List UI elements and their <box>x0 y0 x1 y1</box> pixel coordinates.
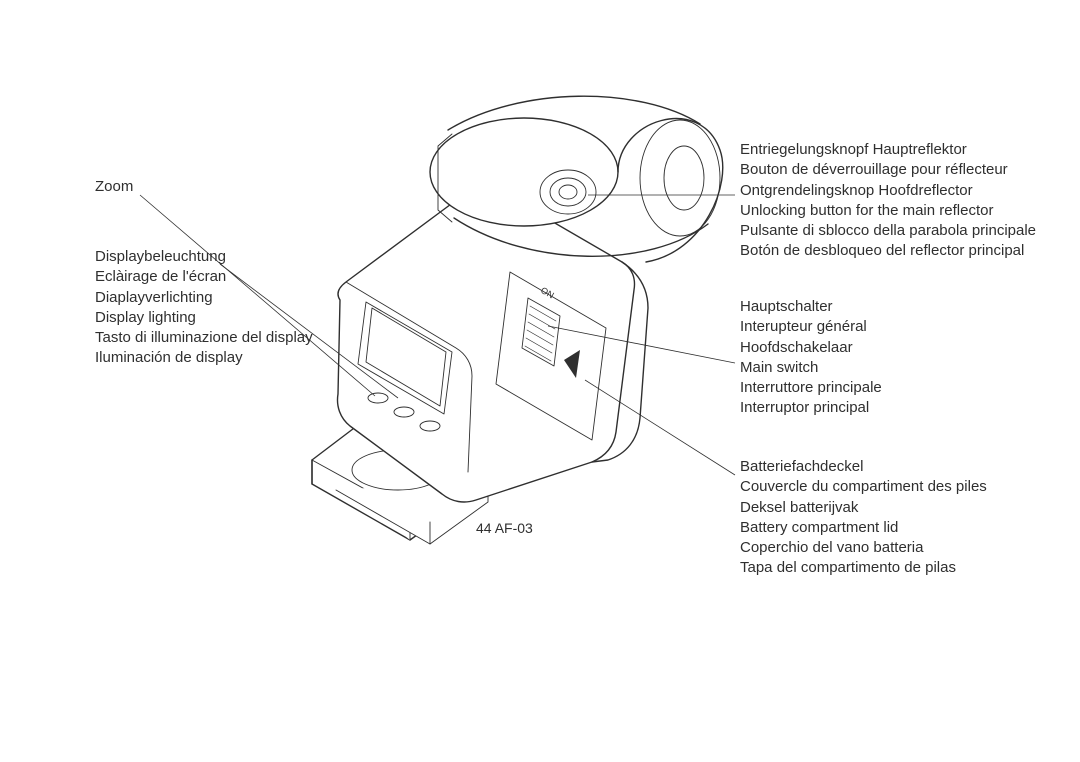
label-unlock-button: Entriegelungsknopf Hauptreflektor Bouton… <box>740 140 1036 262</box>
label-line: Iluminación de display <box>95 348 313 368</box>
label-line: Battery compartment lid <box>740 518 987 538</box>
flash-unit-diagram: ON <box>0 0 1080 762</box>
model-number: 44 AF-03 <box>476 520 533 536</box>
label-line: Hauptschalter <box>740 297 882 317</box>
label-line: Bouton de déverrouillage pour réflecteur <box>740 160 1036 180</box>
label-line: Batteriefachdeckel <box>740 457 987 477</box>
label-line: Pulsante di sblocco della parabola princ… <box>740 221 1036 241</box>
label-line: Interupteur général <box>740 317 882 337</box>
label-line: Hoofdschakelaar <box>740 338 882 358</box>
label-line: Deksel batterijvak <box>740 498 987 518</box>
label-display-lighting: Displaybeleuchtung Eclàirage de l'écran … <box>95 247 313 369</box>
label-line: Display lighting <box>95 308 313 328</box>
label-main-switch: Hauptschalter Interupteur général Hoofds… <box>740 297 882 419</box>
label-line: Couvercle du compartiment des piles <box>740 477 987 497</box>
page-root: ON Zoom <box>0 0 1080 762</box>
label-line: Tasto di illuminazione del display <box>95 328 313 348</box>
label-line: Entriegelungsknopf Hauptreflektor <box>740 140 1036 160</box>
label-line: Interruttore principale <box>740 378 882 398</box>
label-line: Unlocking button for the main reflector <box>740 201 1036 221</box>
label-line: Eclàirage de l'écran <box>95 267 313 287</box>
label-line: Displaybeleuchtung <box>95 247 313 267</box>
label-line: Zoom <box>95 177 133 197</box>
label-zoom: Zoom <box>95 177 133 197</box>
label-battery-lid: Batteriefachdeckel Couvercle du comparti… <box>740 457 987 579</box>
label-line: Main switch <box>740 358 882 378</box>
label-line: Interruptor principal <box>740 398 882 418</box>
label-line: Ontgrendelingsknop Hoofdreflector <box>740 181 1036 201</box>
label-line: Coperchio del vano batteria <box>740 538 987 558</box>
label-line: Botón de desbloqueo del reflector princi… <box>740 241 1036 261</box>
label-line: Tapa del compartimento de pilas <box>740 558 987 578</box>
label-line: Diaplayverlichting <box>95 288 313 308</box>
